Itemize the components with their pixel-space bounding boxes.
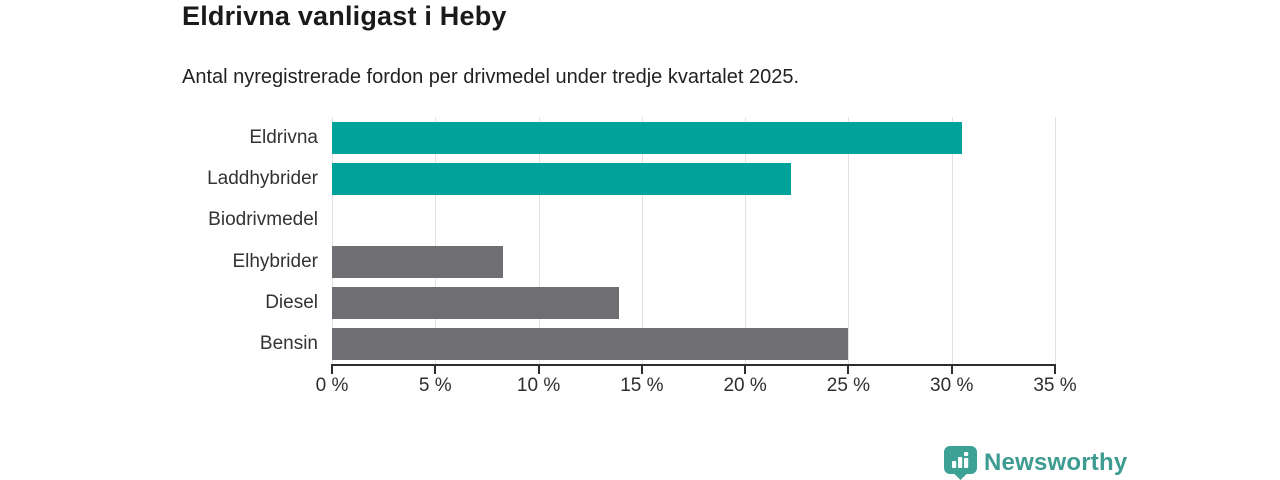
axis-tick — [1054, 364, 1056, 374]
category-label: Biodrivmedel — [208, 209, 318, 231]
category-label: Bensin — [259, 333, 318, 355]
axis-tick — [331, 364, 333, 374]
chart-title: Eldrivna vanligast i Heby — [182, 1, 507, 31]
chart-row: Laddhybrider — [0, 158, 1280, 199]
bar — [332, 121, 963, 154]
chart-row: Diesel — [0, 282, 1280, 323]
chart-row: Bensin — [0, 324, 1280, 365]
plot-area — [332, 117, 1056, 365]
axis-tick — [640, 364, 643, 374]
category-label: Elhybrider — [232, 250, 318, 272]
axis-tick — [434, 364, 437, 374]
gridline — [538, 117, 540, 365]
axis-tick — [537, 364, 540, 374]
bar — [332, 245, 504, 278]
axis-tick-label: 30 % — [930, 375, 974, 396]
chart-row: Elhybrider — [0, 241, 1280, 282]
axis-tick — [744, 364, 747, 374]
brand-logo: Newsworthy — [944, 446, 1127, 480]
gridline — [745, 117, 747, 365]
category-label: Eldrivna — [249, 126, 318, 148]
chart-row: Eldrivna — [0, 117, 1280, 158]
axis-tick-label: 5 % — [418, 375, 452, 396]
axis-tick-label: 20 % — [723, 375, 767, 396]
bar — [332, 162, 791, 195]
gridline — [848, 117, 850, 365]
axis-tick-label: 25 % — [826, 375, 871, 396]
chart-subtitle: Antal nyregistrerade fordon per drivmede… — [182, 66, 800, 88]
axis-tick-label: 10 % — [516, 375, 561, 396]
gridline — [951, 117, 953, 365]
gridline — [435, 117, 437, 365]
category-label: Diesel — [265, 291, 318, 313]
bar-chart: Eldrivna Laddhybrider Biodrivmedel Elhybrid… — [0, 117, 1280, 365]
axis-tick-label: 0 % — [315, 375, 349, 396]
bar — [332, 328, 849, 361]
bar — [332, 286, 620, 319]
brand-name: Newsworthy — [984, 449, 1128, 476]
chart-row: Biodrivmedel — [0, 200, 1280, 241]
gridline — [641, 117, 643, 365]
newsworthy-chart-pin-icon — [944, 446, 977, 480]
axis-tick — [847, 364, 850, 374]
category-label: Laddhybrider — [207, 167, 318, 189]
axis-tick — [950, 364, 953, 374]
gridline — [332, 117, 333, 365]
axis-tick-label: 35 % — [1033, 375, 1077, 396]
gridline — [1055, 117, 1056, 365]
axis-tick-label: 15 % — [620, 375, 664, 396]
x-axis-line — [331, 364, 1056, 366]
